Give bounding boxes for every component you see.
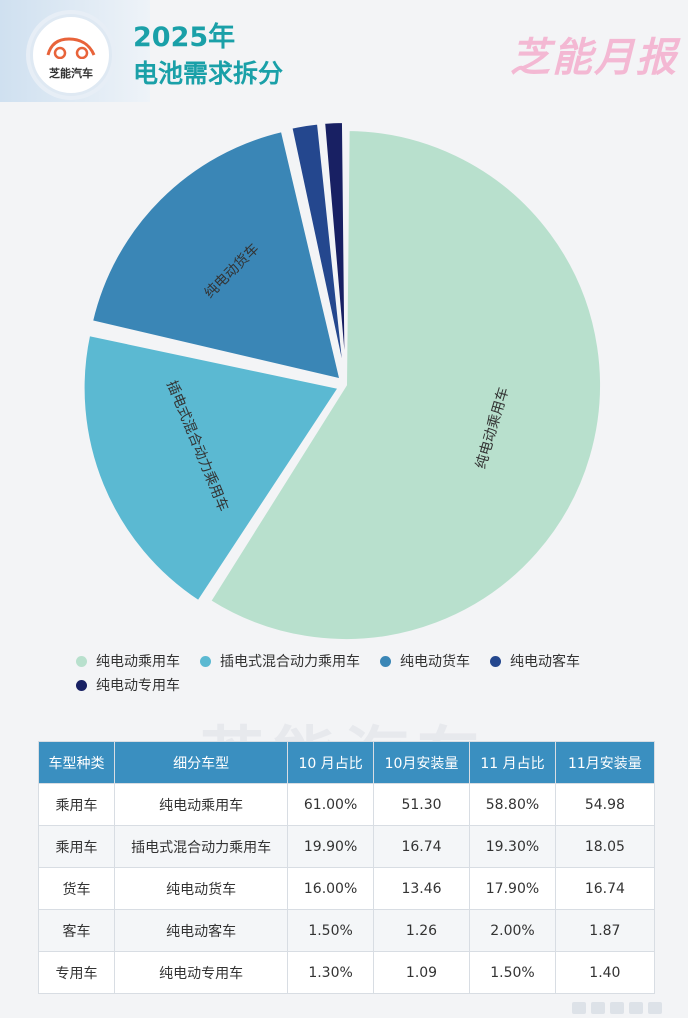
legend-item: 纯电动专用车 (76, 676, 180, 694)
table-cell: 纯电动客车 (114, 909, 289, 952)
legend-item: 纯电动货车 (380, 652, 470, 670)
brand-logo: 芝能月报 (510, 35, 678, 81)
logo-text: 芝能汽车 (49, 67, 93, 80)
table-cell: 58.80% (469, 783, 556, 826)
legend-item: 插电式混合动力乘用车 (200, 652, 360, 670)
footer-dot (572, 1002, 586, 1014)
table-cell: 专用车 (37, 951, 116, 994)
table-cell: 1.40 (554, 951, 656, 994)
table-body: 乘用车 纯电动乘用车 61.00% 51.30 58.80% 54.98 乘用车 插电式混合动… (37, 783, 656, 994)
car-logo-icon (46, 37, 96, 59)
table-row: 乘用车 插电式混合动力乘用车 19.90% 16.74 19.30% 18.05 (37, 825, 656, 868)
table-cell: 插电式混合动力乘用车 (114, 825, 289, 868)
table-cell: 1.50% (287, 909, 374, 952)
table-row: 乘用车 纯电动乘用车 61.00% 51.30 58.80% 54.98 (37, 783, 656, 826)
pie-slice (209, 129, 602, 641)
legend-label: 插电式混合动力乘用车 (220, 654, 360, 670)
footer-dot (629, 1002, 643, 1014)
page-title: 电池需求拆分 (133, 59, 284, 88)
legend-swatch (490, 655, 501, 667)
table-cell: 16.74 (372, 825, 471, 868)
footer-dot (591, 1002, 605, 1014)
title-year: 2025年 (133, 22, 236, 53)
footer-dot (610, 1002, 624, 1014)
table-cell: 1.30% (287, 951, 374, 994)
legend-item: 纯电动客车 (490, 652, 580, 670)
table-header-cell: 11 月占比 (469, 741, 556, 784)
table-cell: 51.30 (372, 783, 471, 826)
table-row: 专用车 纯电动专用车 1.30% 1.09 1.50% 1.40 (37, 951, 656, 994)
legend-label: 纯电动货车 (400, 654, 470, 670)
table-cell: 61.00% (287, 783, 374, 826)
pie-slice (290, 122, 346, 379)
table-header-cell: 车型种类 (37, 741, 116, 784)
legend-item: 纯电动乘用车 (76, 652, 180, 670)
table-header-cell: 11月安装量 (554, 741, 656, 784)
table-cell: 纯电动货车 (114, 867, 289, 910)
table-cell: 19.90% (287, 825, 374, 868)
table-cell: 客车 (37, 909, 116, 952)
table-header-cell: 细分车型 (114, 741, 289, 784)
logo: 芝能汽车 (30, 14, 112, 96)
table-cell: 货车 (37, 867, 116, 910)
header: 芝能汽车 2025年 电池需求拆分 芝能月报 (0, 0, 688, 105)
table-header-row: 车型种类 细分车型 10 月占比 10月安装量 11 月占比 11月安装量 (37, 741, 656, 784)
table-cell: 1.87 (554, 909, 656, 952)
legend-label: 纯电动乘用车 (96, 654, 180, 670)
table-cell: 17.90% (469, 867, 556, 910)
table-cell: 13.46 (372, 867, 471, 910)
table-header-cell: 10 月占比 (287, 741, 374, 784)
table-row: 客车 纯电动客车 1.50% 1.26 2.00% 1.87 (37, 909, 656, 952)
table-cell: 乘用车 (37, 783, 116, 826)
legend-swatch (380, 655, 391, 667)
table-cell: 18.05 (554, 825, 656, 868)
table-cell: 19.30% (469, 825, 556, 868)
table-cell: 54.98 (554, 783, 656, 826)
table-cell: 1.09 (372, 951, 471, 994)
legend-swatch (200, 655, 211, 667)
table-cell: 纯电动专用车 (114, 951, 289, 994)
legend-swatch (76, 655, 87, 667)
table-cell: 乘用车 (37, 825, 116, 868)
table-cell: 1.26 (372, 909, 471, 952)
table-cell: 16.74 (554, 867, 656, 910)
table-cell: 1.50% (469, 951, 556, 994)
legend-label: 纯电动专用车 (96, 678, 180, 694)
table-header-cell: 10月安装量 (372, 741, 471, 784)
footer-dots (567, 1002, 662, 1014)
pie-slice (323, 121, 347, 379)
legend-label: 纯电动客车 (510, 654, 580, 670)
table-cell: 2.00% (469, 909, 556, 952)
table-cell: 纯电动乘用车 (114, 783, 289, 826)
chart-legend: 纯电动乘用车 插电式混合动力乘用车 纯电动货车 纯电动客车纯电动专用车 (76, 652, 636, 694)
pie-slice (91, 130, 342, 381)
table-cell: 16.00% (287, 867, 374, 910)
data-table: 车型种类 细分车型 10 月占比 10月安装量 11 月占比 11月安装量 乘用车 纯电动乘… (37, 741, 656, 994)
legend-swatch (76, 679, 87, 691)
pie-slice (82, 334, 340, 603)
table-row: 货车 纯电动货车 16.00% 13.46 17.90% 16.74 (37, 867, 656, 910)
footer-dot (648, 1002, 662, 1014)
